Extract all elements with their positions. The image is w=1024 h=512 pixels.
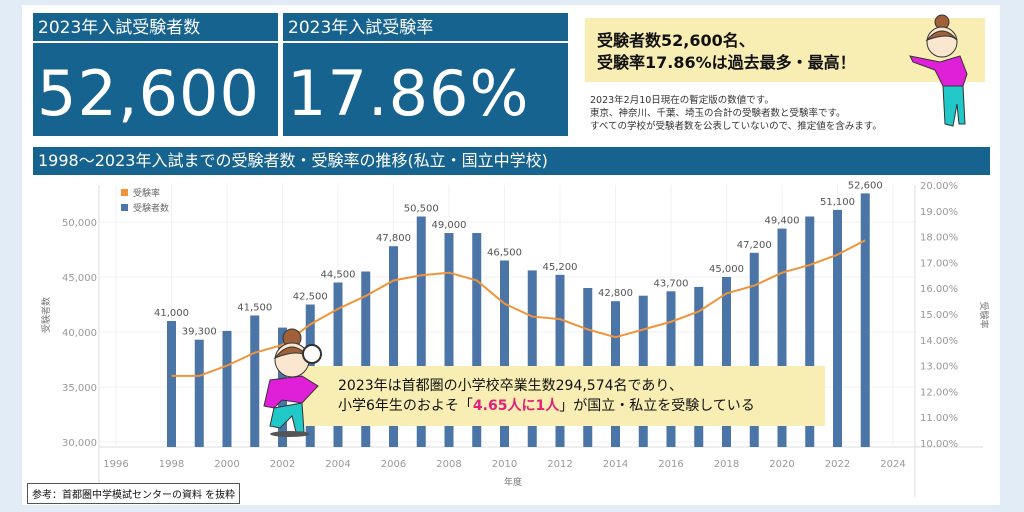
bar-data-label: 47,800 — [376, 233, 411, 244]
y2-tick-label: 10.00% — [920, 439, 958, 450]
x-tick-label: 2008 — [436, 459, 461, 470]
bar-data-label: 45,000 — [709, 264, 744, 275]
x-axis-label: 年度 — [504, 476, 522, 488]
magnifier-girl-illustration — [263, 328, 322, 437]
bar — [555, 274, 565, 447]
bar — [722, 277, 731, 447]
notes: 2023年2月10日現在の暫定版の数値です。 東京、神奈川、千葉、埼玉の合計の受… — [590, 94, 882, 133]
bar — [805, 216, 815, 447]
bar — [416, 216, 426, 447]
y2-tick-label: 17.00% — [920, 258, 958, 269]
headline-line2: 受験率17.86%は過去最多・最高！ — [597, 53, 856, 72]
x-tick-label: 2004 — [325, 459, 350, 470]
callout-highlight: 4.65人に1人 — [472, 398, 560, 414]
bar — [749, 252, 759, 447]
bar — [500, 260, 509, 447]
y2-tick-label: 19.00% — [920, 207, 958, 218]
bar-data-label: 41,500 — [237, 303, 272, 314]
bar-data-label: 51,100 — [820, 197, 855, 208]
bar — [444, 233, 454, 447]
bar-data-label: 49,400 — [765, 216, 800, 227]
bar — [777, 228, 787, 447]
y2-tick-label: 11.00% — [920, 413, 958, 424]
bar-data-label: 43,700 — [654, 278, 689, 289]
chart: 1996 1998 2000 2002 2004 2006 2008 2010 2012 2014… — [40, 180, 990, 497]
kpi-rate-card: 2023年入試受験率 17.86% — [283, 13, 568, 136]
bar-data-label: 52,600 — [848, 180, 883, 191]
x-tick-label: 2016 — [658, 459, 683, 470]
bar-data-label: 42,500 — [293, 292, 328, 303]
source-note: 参考：首都圏中学模試センターの資料 を抜粋 — [27, 483, 241, 504]
x-tick-label: 2022 — [825, 459, 850, 470]
bar-data-label: 44,500 — [321, 270, 356, 281]
x-tick-label: 1996 — [103, 459, 128, 470]
y-tick-label: 50,000 — [62, 218, 97, 229]
legend-swatch-rate — [121, 189, 128, 196]
bar-data-label: 39,300 — [182, 327, 217, 338]
y-tick-label: 45,000 — [62, 273, 97, 284]
x-tick-label: 2000 — [214, 459, 239, 470]
callout-line1: 2023年は首都圏の小学校卒業生数294,574名であり、 — [338, 378, 683, 394]
callout-text: 」が国立・私立を受験している — [559, 398, 755, 414]
y2-tick-label: 18.00% — [920, 233, 958, 244]
bar — [222, 330, 232, 447]
y2-tick-label: 12.00% — [920, 387, 958, 398]
y-tick-label: 35,000 — [62, 383, 97, 394]
legend-label-rate: 受験率 — [133, 187, 160, 199]
bar-data-label: 46,500 — [487, 248, 522, 259]
x-tick-label: 2014 — [603, 459, 628, 470]
x-tick-label: 2006 — [381, 459, 406, 470]
headline-bubble: 受験者数52,600名、受験率17.86%は過去最多・最高！ — [585, 18, 985, 82]
y2-axis-label: 受験率 — [978, 301, 990, 328]
kpi-count-card: 2023年入試受験者数 52,600 人 — [33, 13, 278, 212]
bar-data-label: 50,500 — [404, 204, 439, 215]
y-tick-label: 30,000 — [62, 438, 97, 449]
bar — [472, 233, 482, 447]
y2-tick-label: 16.00% — [920, 284, 958, 295]
x-tick-label: 2002 — [270, 459, 295, 470]
chart-title: 1998〜2023年入試までの受験者数・受験率の推移(私立・国立中学校) — [33, 147, 990, 175]
bar — [194, 339, 204, 447]
y-axis-label: 受験者数 — [40, 297, 52, 333]
bar — [167, 321, 176, 447]
y2-tick-label: 20.00% — [920, 181, 958, 192]
bar — [527, 270, 537, 447]
kpi-count-unit: 人 — [37, 182, 65, 212]
y2-tick-label: 15.00% — [920, 310, 958, 321]
kpi-count-title: 2023年入試受験者数 — [33, 13, 278, 43]
x-tick-label: 2018 — [714, 459, 739, 470]
callout-line2: 小学6年生のおよそ「4.65人に1人」が国立・私立を受験している — [338, 396, 825, 416]
bar — [860, 193, 870, 447]
bar-data-label: 47,200 — [737, 240, 772, 251]
pointing-girl-illustration — [909, 14, 968, 127]
bar — [250, 315, 260, 447]
bar-data-label: 49,000 — [432, 220, 467, 231]
y2-tick-label: 14.00% — [920, 336, 958, 347]
bar-data-label: 45,200 — [543, 262, 578, 273]
legend-label-count: 受験者数 — [133, 202, 169, 214]
callout: 2023年は首都圏の小学校卒業生数294,574名であり、 小学6年生のおよそ「… — [300, 366, 825, 426]
callout-text: 小学6年生のおよそ「 — [338, 398, 473, 414]
y-tick-label: 40,000 — [62, 328, 97, 339]
note-line: 2023年2月10日現在の暫定版の数値です。 — [590, 95, 774, 106]
note-line: 東京、神奈川、千葉、埼玉の合計の受験者数と受験率です。 — [590, 108, 846, 119]
note-line: すべての学校が受験者数を公表していないので、推定値を含みます。 — [590, 121, 882, 132]
bar — [833, 209, 842, 447]
bar-data-label: 42,800 — [598, 288, 633, 299]
bar — [389, 246, 398, 447]
bar — [333, 282, 343, 447]
x-tick-label: 2024 — [880, 459, 905, 470]
kpi-rate-value: 17.86% — [287, 57, 530, 130]
y2-tick-label: 13.00% — [920, 362, 958, 373]
bar — [361, 271, 371, 447]
x-tick-label: 2010 — [492, 459, 517, 470]
x-tick-label: 1998 — [159, 459, 184, 470]
kpi-rate-title: 2023年入試受験率 — [283, 13, 568, 43]
x-tick-label: 2012 — [547, 459, 572, 470]
kpi-count-value: 52,600 — [37, 57, 260, 130]
headline-line1: 受験者数52,600名、 — [597, 31, 755, 50]
bar-data-label: 41,000 — [154, 308, 189, 319]
x-tick-label: 2020 — [769, 459, 794, 470]
legend-swatch-count — [121, 204, 128, 211]
